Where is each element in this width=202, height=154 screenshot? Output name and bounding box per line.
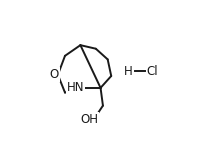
Text: OH: OH — [80, 113, 98, 126]
Text: O: O — [49, 68, 59, 81]
Text: HN: HN — [67, 81, 84, 94]
Text: H: H — [124, 65, 133, 78]
Text: Cl: Cl — [147, 65, 158, 78]
